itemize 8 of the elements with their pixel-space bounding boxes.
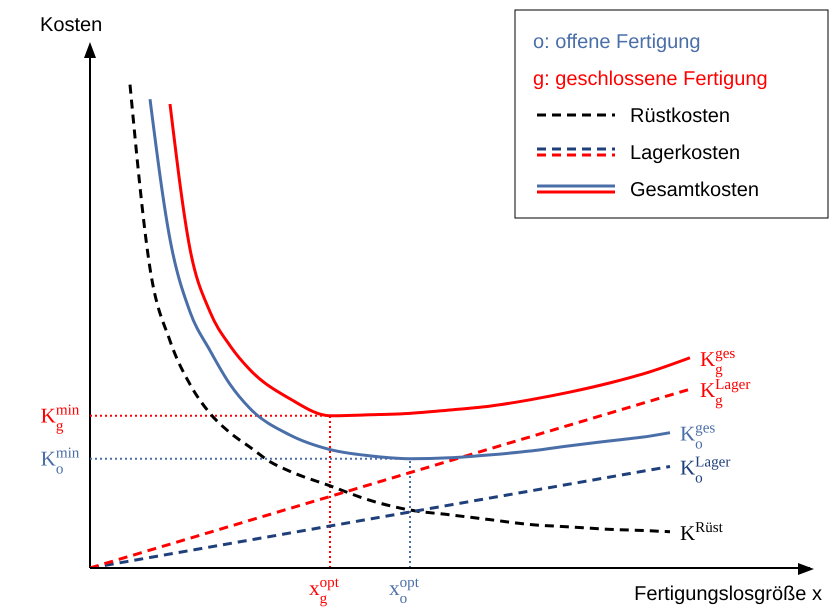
y-axis-title: Kosten bbox=[40, 14, 102, 36]
x-axis-title: Fertigungslosgröße x bbox=[634, 583, 822, 605]
annotation: Lagerkosten bbox=[630, 142, 740, 164]
series-label: K$^{Rüst}$ bbox=[680, 520, 724, 545]
annotation: Rüstkosten bbox=[630, 105, 730, 127]
text: o: offene Fertigung bbox=[533, 31, 701, 53]
annotation: Gesamtkosten bbox=[630, 179, 759, 201]
annotation: g: geschlossene Fertigung bbox=[533, 68, 768, 90]
